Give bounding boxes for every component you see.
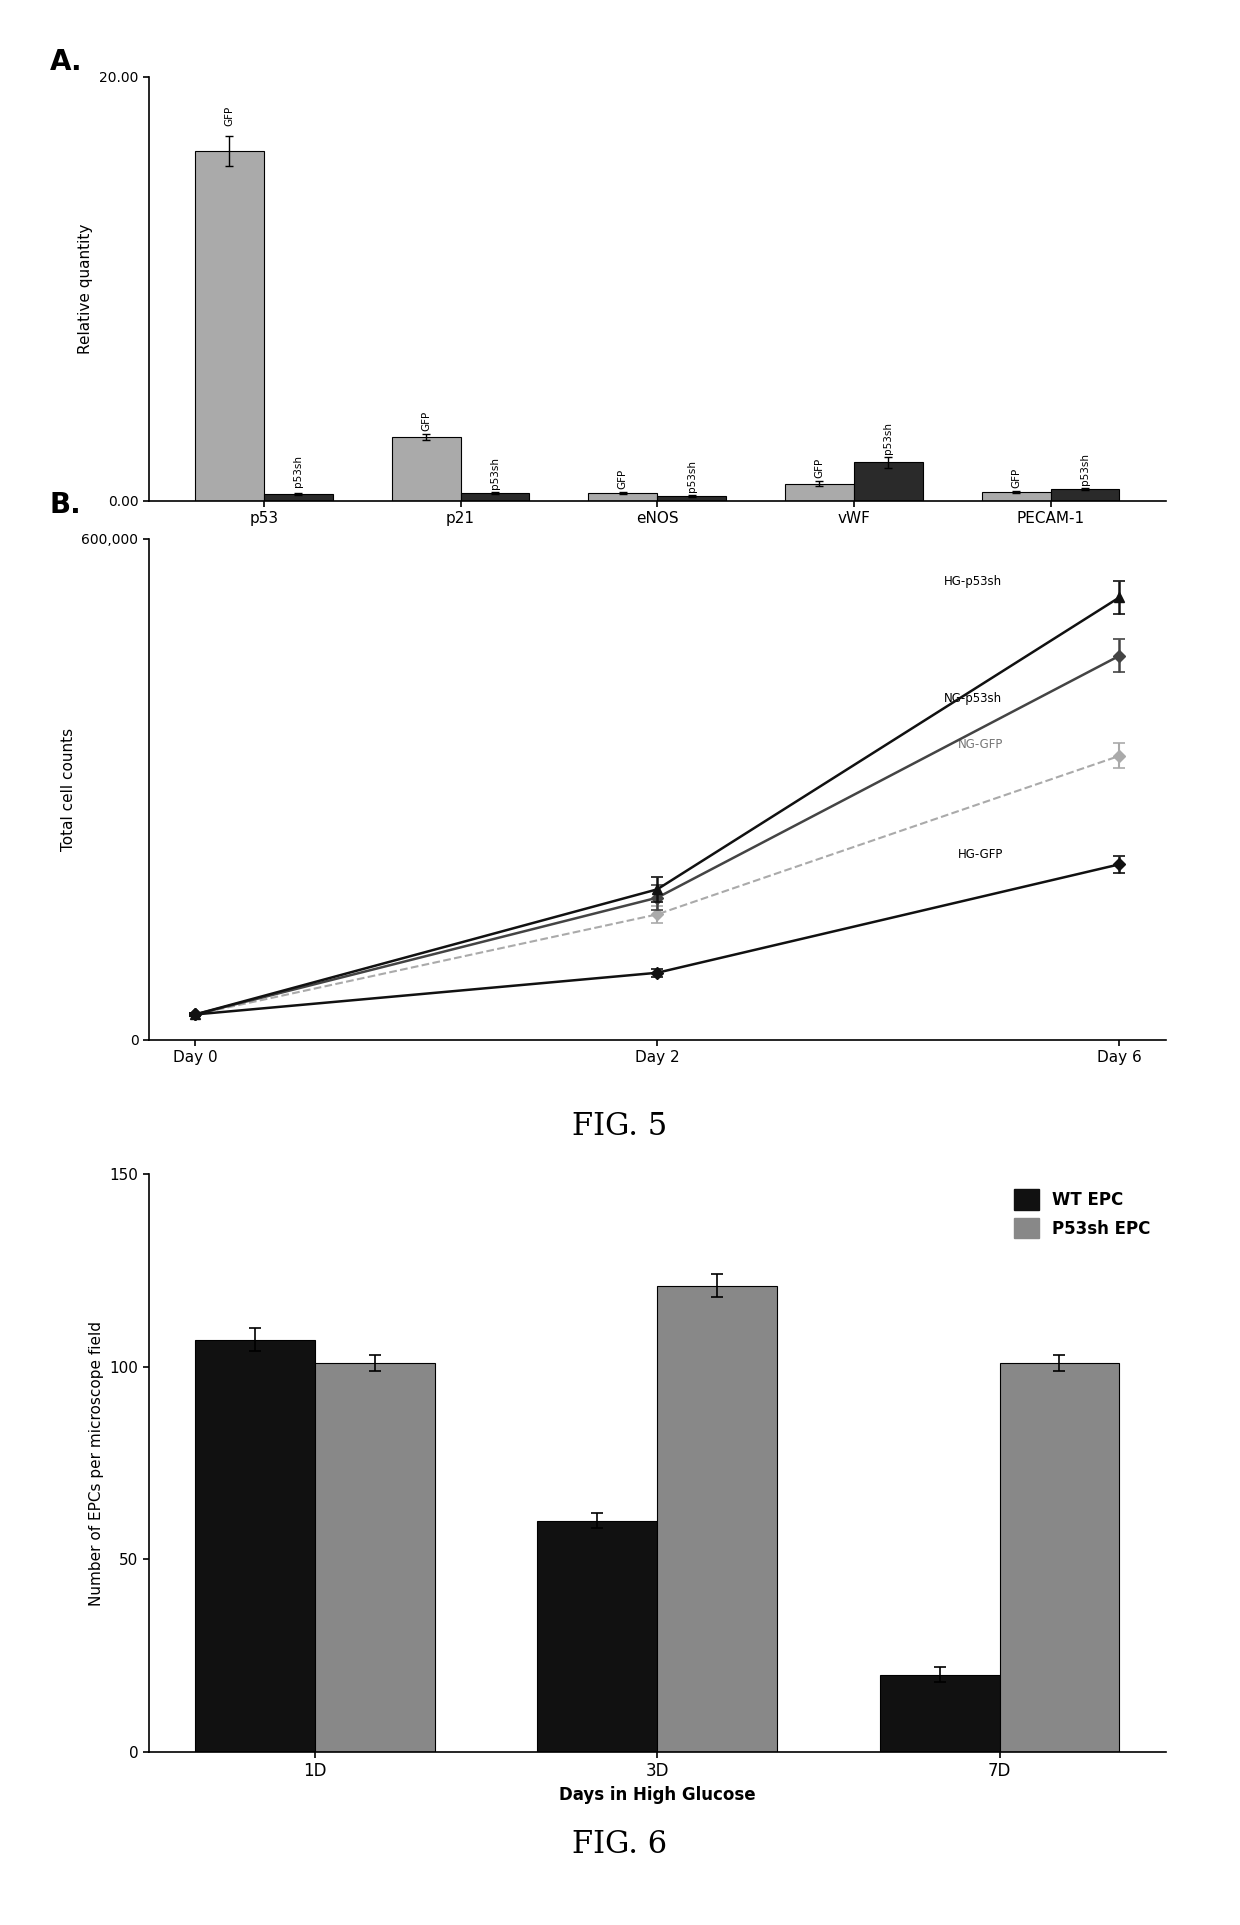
Text: NG-GFP: NG-GFP [957, 737, 1003, 751]
Bar [1050, 489, 1120, 500]
Legend: WT EPC, P53sh EPC: WT EPC, P53sh EPC [1007, 1182, 1157, 1245]
Bar [537, 1521, 657, 1752]
Text: GFP: GFP [1011, 468, 1021, 487]
Text: p53sh: p53sh [883, 422, 893, 454]
Text: FIG. 6: FIG. 6 [573, 1829, 667, 1860]
Text: FIG. 5: FIG. 5 [573, 1111, 667, 1142]
X-axis label: Days in High Glucose: Days in High Glucose [559, 1786, 755, 1804]
Bar [195, 152, 264, 500]
Bar [999, 1363, 1120, 1752]
Text: HG-p53sh: HG-p53sh [944, 576, 1002, 587]
Text: GFP: GFP [422, 410, 432, 431]
Text: p53sh: p53sh [1080, 452, 1090, 485]
Text: A.: A. [50, 48, 82, 77]
Text: p53sh: p53sh [687, 460, 697, 493]
Bar [785, 483, 854, 500]
Y-axis label: Number of EPCs per microscope field: Number of EPCs per microscope field [89, 1321, 104, 1605]
Text: NG-p53sh: NG-p53sh [944, 691, 1002, 705]
Bar [657, 1286, 777, 1752]
Text: B.: B. [50, 491, 82, 520]
Text: GFP: GFP [618, 468, 627, 489]
Text: p53sh: p53sh [294, 454, 304, 487]
Bar [392, 437, 460, 500]
Bar [460, 493, 529, 500]
Bar [315, 1363, 435, 1752]
Bar [982, 493, 1050, 500]
Bar [195, 1340, 315, 1752]
Bar [657, 497, 727, 501]
Text: HG-GFP: HG-GFP [957, 847, 1003, 860]
Y-axis label: Relative quantity: Relative quantity [78, 223, 93, 354]
Text: GFP: GFP [815, 458, 825, 477]
Bar [264, 495, 332, 500]
Bar [879, 1675, 999, 1752]
Bar [588, 493, 657, 500]
Bar [854, 462, 923, 501]
Text: GFP: GFP [224, 106, 234, 125]
Y-axis label: Total cell counts: Total cell counts [61, 728, 76, 851]
Text: p53sh: p53sh [490, 456, 500, 489]
